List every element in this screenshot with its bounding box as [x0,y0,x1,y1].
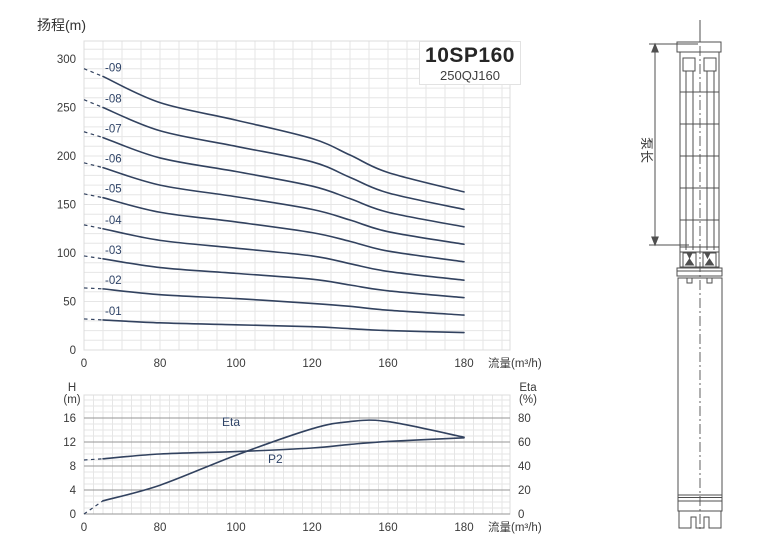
curve--01 [102,319,465,334]
head-axis-title: 扬程(m) [37,17,86,33]
motor-base-feet [678,510,722,529]
curve--05 [102,196,465,263]
x-tick-label: 0 [81,522,87,534]
x-tick-label: 160 [378,358,397,370]
leader-dash--08 [83,99,104,109]
stage-joint-lines [680,91,719,221]
x-tick-label: 180 [454,522,473,534]
curve--07 [102,136,465,228]
pump-length-label: 泵长 [639,137,654,163]
flow-axis-title-aux: 流量(m³/h) [488,520,542,534]
x-tick-label: 180 [454,358,473,370]
grid [83,41,510,351]
clamp-box-right [702,252,717,268]
right-axis-title-line1: Eta [519,382,537,394]
y-tick-label: 100 [57,248,76,260]
y-tick-label: 200 [57,151,76,163]
x-tick-label: 120 [302,358,321,370]
clamp-wedge-left [684,258,695,266]
leader-dash--07 [83,131,104,139]
y-tick-label: 300 [57,54,76,66]
suction-band [679,246,720,253]
leader-dash--09 [83,68,104,78]
curve-label-Eta: Eta [222,415,240,429]
x-tick-label: 100 [226,522,245,534]
flow-axis-title-main: 流量(m³/h) [488,356,542,370]
curve-label--05: -05 [105,184,122,196]
leader-dash--04 [83,224,104,230]
curve--04 [102,227,465,281]
left-axis-title-line2: (m) [63,394,80,406]
curve--03 [102,258,465,299]
curve-label--01: -01 [105,306,122,318]
pump-body [679,51,720,268]
leader-dash--01 [83,318,104,321]
right-tick-label: 60 [518,437,531,449]
left-tick-label: 8 [70,461,76,473]
right-tick-label: 40 [518,461,531,473]
curve--06 [102,166,465,246]
left-tick-label: 4 [70,485,77,497]
curve--09 [102,75,465,193]
leader-dash--05 [83,193,104,199]
coupling-band [676,267,723,277]
right-tick-label: 20 [518,485,531,497]
cable-guard-left-hook [682,57,696,72]
clamp-wedge-right [704,258,715,266]
curve-label--07: -07 [105,124,122,136]
leader-dash-P2 [83,458,104,461]
curve-label-P2: P2 [268,452,283,466]
right-axis-title-line2: (%) [519,394,537,406]
model-number: 10SP160 [425,43,515,67]
leader-dash--02 [83,287,104,290]
head-flow-chart: 流量(m³/h) 0 50 100 150 200 250 300 0 80 100 120 160 1… [57,40,542,370]
curve-label--06: -06 [105,154,122,166]
right-tick-label: 80 [518,413,531,425]
curve--02 [102,288,465,316]
motor-top-notch-left [686,277,693,284]
x-tick-label: 120 [302,522,321,534]
curve-label--08: -08 [105,94,122,106]
plot-border [83,40,511,351]
motor-top-notch-right [706,277,713,284]
dimension-arrow-bottom [651,236,659,247]
leader-dash--03 [83,255,104,260]
left-tick-label: 12 [63,437,76,449]
y-tick-label: 150 [57,200,76,212]
pump-drawing: 泵长 [639,20,723,531]
y-tick-label: 0 [70,345,76,357]
left-axis-title-line1: H [68,382,76,394]
efficiency-power-chart: H (m) Eta (%) 流量(m³/h) 04812160204060800… [63,382,542,534]
x-tick-label: 160 [378,522,397,534]
curve--08 [102,106,465,211]
leader-dash--06 [83,162,104,169]
y-tick-label: 250 [57,103,76,115]
curve-Eta [102,419,465,502]
model-title-box: 10SP160 250QJ160 [419,41,521,85]
x-tick-label: 0 [81,358,87,370]
alt-model-number: 250QJ160 [440,67,500,83]
g-shape [649,20,723,531]
y-tick-label: 50 [63,297,76,309]
x-tick-label: 80 [154,358,167,370]
curve-label--09: -09 [105,62,122,74]
left-tick-label: 16 [63,413,76,425]
clamp-box-left [682,252,697,268]
dimension-arrow-top [651,42,659,53]
x-tick-label: 80 [154,522,167,534]
x-tick-label: 100 [226,358,245,370]
curve-label--03: -03 [105,245,122,257]
curve-P2 [102,437,465,460]
curve-label--02: -02 [105,275,122,287]
curve-label--04: -04 [105,215,122,227]
left-tick-label: 0 [70,509,76,521]
right-tick-label: 0 [518,509,524,521]
cable-guard-right-hook [703,57,717,72]
